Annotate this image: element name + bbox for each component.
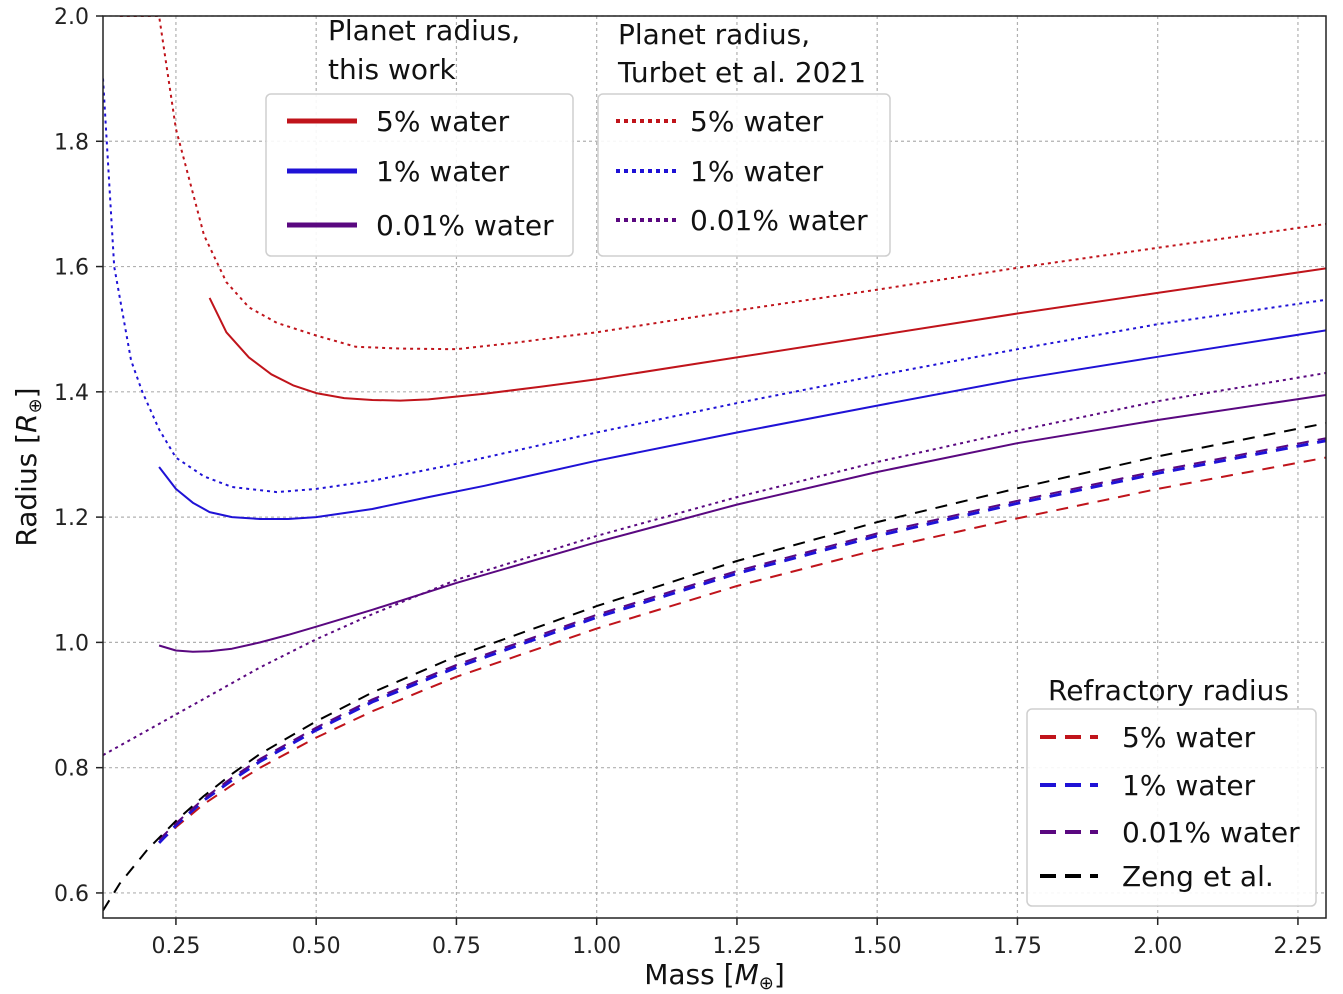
legend-title: Planet radius, <box>618 18 810 51</box>
series-line-solid-1-water <box>158 329 1326 520</box>
y-tick-label: 1.6 <box>54 256 89 281</box>
legend-label: 5% water <box>1122 721 1256 754</box>
x-tick-label: 0.25 <box>151 934 200 959</box>
series-line-dashed-0-01-water <box>158 437 1326 841</box>
legend-1: Planet radius, this work 5% water 1% water 0… <box>265 14 574 257</box>
legend-label: 5% water <box>376 105 510 138</box>
x-tick-label: 1.75 <box>993 934 1042 959</box>
series-line-dotted-5-water <box>119 16 1326 351</box>
y-tick-label: 2.0 <box>54 5 89 30</box>
y-axis-label: Radius [R⊕] <box>10 387 46 546</box>
y-tick-label: 0.6 <box>54 882 89 907</box>
y-tick-label: 1.2 <box>54 506 89 531</box>
legend-title: Refractory radius <box>1048 674 1289 707</box>
x-tick-label: 1.00 <box>572 934 621 959</box>
x-tick-label: 2.00 <box>1133 934 1182 959</box>
x-tick-label: 2.25 <box>1273 934 1322 959</box>
legend-label: 1% water <box>690 155 824 188</box>
legend-label: 5% water <box>690 105 824 138</box>
legends: Planet radius, this work 5% water 1% water 0… <box>265 14 1317 907</box>
legend-box <box>597 93 891 257</box>
series-line-dotted-1-water <box>103 78 1326 494</box>
legend-label: 0.01% water <box>690 204 868 237</box>
legend-2: Planet radius, Turbet et al. 2021 5% water… <box>597 18 891 257</box>
legend-label: 0.01% water <box>1122 816 1300 849</box>
legend-label: 0.01% water <box>376 209 554 242</box>
x-tick-label: 1.25 <box>712 934 761 959</box>
y-tick-label: 1.0 <box>54 631 89 656</box>
y-tick-label: 0.8 <box>54 757 89 782</box>
legend-label: 1% water <box>376 155 510 188</box>
plot-frame <box>102 15 1327 919</box>
legend-title: Planet radius, <box>328 14 520 47</box>
x-axis-label: Mass [M⊕] <box>644 958 785 994</box>
series-lines <box>103 16 1326 912</box>
series-line-solid-5-water <box>208 267 1326 402</box>
legend-box <box>1026 708 1317 907</box>
series-line-dashed-1-water <box>158 439 1326 844</box>
y-tick-label: 1.4 <box>54 381 89 406</box>
legend-title: this work <box>328 53 457 86</box>
x-tick-label: 0.50 <box>292 934 341 959</box>
series-line-dashed-5-water <box>158 456 1326 844</box>
axis-ticks: 0.25 0.50 0.75 1.00 1.25 1.50 1.75 2.00 2.25 0.6 0… <box>54 5 1322 959</box>
legend-label: 1% water <box>1122 769 1256 802</box>
series-line-solid-0-01-water <box>158 394 1326 653</box>
x-tick-label: 0.75 <box>432 934 481 959</box>
x-tick-label: 1.50 <box>853 934 902 959</box>
legend-box <box>265 93 574 257</box>
legend-label: Zeng et al. <box>1122 860 1274 893</box>
series-line-dashed-zeng-et-al- <box>103 422 1326 912</box>
legend-title: Turbet et al. 2021 <box>617 56 866 89</box>
series-line-dotted-0-01-water <box>103 372 1326 756</box>
y-tick-label: 1.8 <box>54 130 89 155</box>
legend-3: Refractory radius 5% water 1% water 0.01% w… <box>1026 674 1317 907</box>
